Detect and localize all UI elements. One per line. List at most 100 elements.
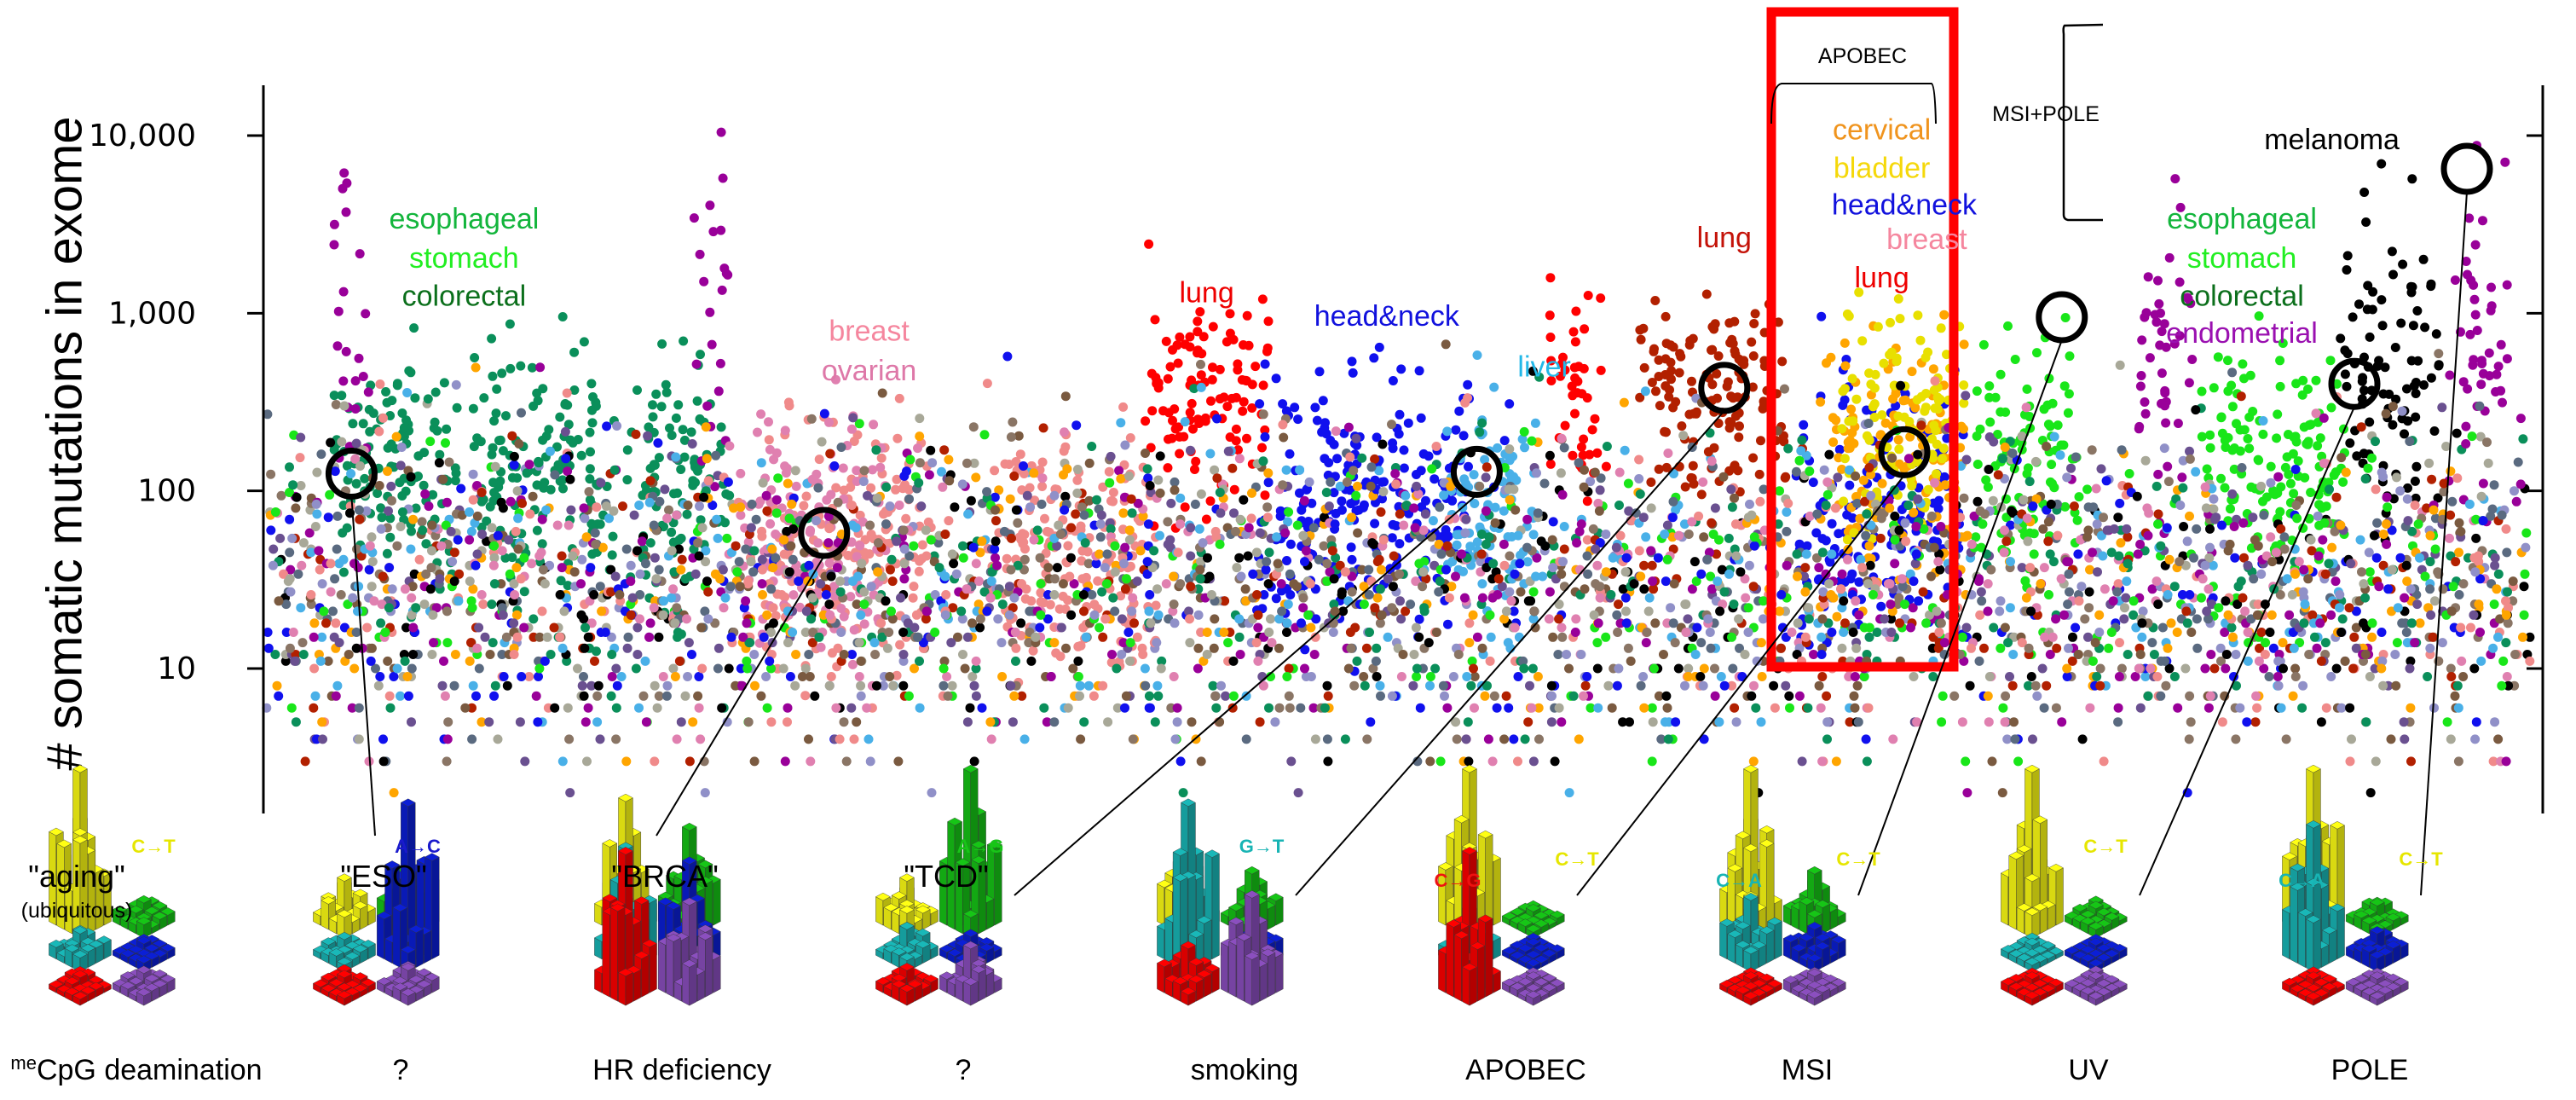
data-point [854,672,864,681]
data-point [1727,502,1737,512]
data-point [2197,431,2207,442]
data-point [555,590,565,599]
data-point [1621,553,1632,563]
data-point [1661,462,1672,472]
data-point [1505,444,1515,454]
data-point [653,438,663,448]
data-point [757,554,767,564]
data-point [396,522,406,531]
data-point [498,446,508,456]
data-point [383,656,393,666]
data-point [1707,344,1718,355]
data-point [645,476,656,486]
data-point [1077,502,1087,512]
data-point [1837,424,1847,434]
data-point [800,663,811,674]
data-point [1076,734,1086,744]
data-point [411,503,421,513]
data-point [550,470,560,480]
data-point [1377,564,1386,575]
data-point [894,501,904,510]
data-point [1505,495,1515,505]
data-point [477,488,487,497]
data-point [1046,672,1056,681]
data-point [1853,717,1863,727]
data-point [736,468,746,478]
data-point [2170,174,2180,184]
data-point [788,524,798,534]
data-point [1120,584,1130,594]
data-point [658,610,668,620]
data-point [449,576,459,587]
data-point [1800,563,1811,573]
data-point [309,663,320,674]
data-point [851,523,861,533]
data-point [1138,650,1148,659]
data-point [1026,656,1037,666]
data-point [1659,650,1668,659]
data-point [409,323,419,333]
data-point [1055,651,1066,662]
data-point [375,379,385,389]
data-point [836,604,846,613]
data-point [723,477,733,487]
data-point [761,672,771,681]
data-point [941,590,951,599]
data-point [977,703,987,713]
data-point [1253,656,1263,666]
data-point [947,549,957,559]
data-point [1759,397,1769,407]
data-point [683,501,693,510]
data-point [442,734,453,744]
data-point [487,523,497,533]
data-point [2472,326,2482,335]
data-point [1258,409,1268,420]
data-point [1827,518,1837,529]
data-point [274,596,284,606]
data-point [1618,717,1628,727]
data-point [1170,404,1180,414]
data-point [1783,498,1793,508]
data-point [2022,384,2032,394]
data-point [1009,691,1019,701]
data-point [650,756,660,767]
scatter-points [262,127,2535,798]
data-point [1470,499,1480,508]
data-point [1547,535,1557,545]
data-point [392,541,402,551]
data-point [1730,316,1740,327]
data-point [951,569,962,579]
data-point [444,457,454,467]
data-point [668,584,679,594]
data-point [969,756,979,767]
data-point [1840,361,1851,371]
data-point [1557,622,1567,633]
data-point [285,643,295,653]
data-point [1262,512,1273,523]
data-point [645,618,656,628]
data-point [339,168,349,178]
data-point [467,734,477,744]
data-point [1078,590,1089,599]
data-point [1383,632,1393,642]
data-point [1126,494,1136,504]
data-point [442,638,453,648]
data-point [913,632,922,642]
data-point [2380,362,2390,373]
data-point [1255,399,1265,409]
data-point [378,734,388,744]
data-point [354,703,364,713]
data-point [650,460,660,470]
data-point [576,579,586,589]
data-point [758,590,767,599]
data-point [402,672,413,681]
data-point [1359,599,1369,610]
data-point [1822,691,1832,701]
data-point [805,672,815,681]
data-point [661,387,672,397]
data-point [2060,313,2071,322]
data-point [1861,734,1871,744]
data-point [1431,442,1441,451]
data-point [1306,622,1316,633]
data-point [1395,596,1405,606]
